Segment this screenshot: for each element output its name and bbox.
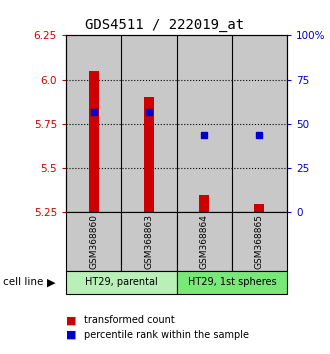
Text: GSM368865: GSM368865: [255, 214, 264, 269]
Text: GSM368860: GSM368860: [89, 214, 98, 269]
Bar: [144, 97, 154, 212]
Text: percentile rank within the sample: percentile rank within the sample: [84, 330, 249, 339]
Bar: [177, 35, 232, 212]
Bar: [89, 71, 99, 212]
Text: GSM368863: GSM368863: [145, 214, 153, 269]
Bar: [232, 35, 287, 212]
Text: GDS4511 / 222019_at: GDS4511 / 222019_at: [85, 18, 245, 32]
Bar: [66, 35, 121, 212]
Text: cell line: cell line: [3, 277, 44, 287]
Text: HT29, parental: HT29, parental: [85, 277, 158, 287]
Text: HT29, 1st spheres: HT29, 1st spheres: [187, 277, 276, 287]
Text: ■: ■: [66, 330, 77, 339]
Text: GSM368864: GSM368864: [200, 214, 209, 269]
Text: transformed count: transformed count: [84, 315, 175, 325]
Bar: [199, 195, 209, 212]
Bar: [254, 204, 264, 212]
Bar: [121, 35, 177, 212]
Text: ▶: ▶: [47, 277, 55, 287]
Text: ■: ■: [66, 315, 77, 325]
